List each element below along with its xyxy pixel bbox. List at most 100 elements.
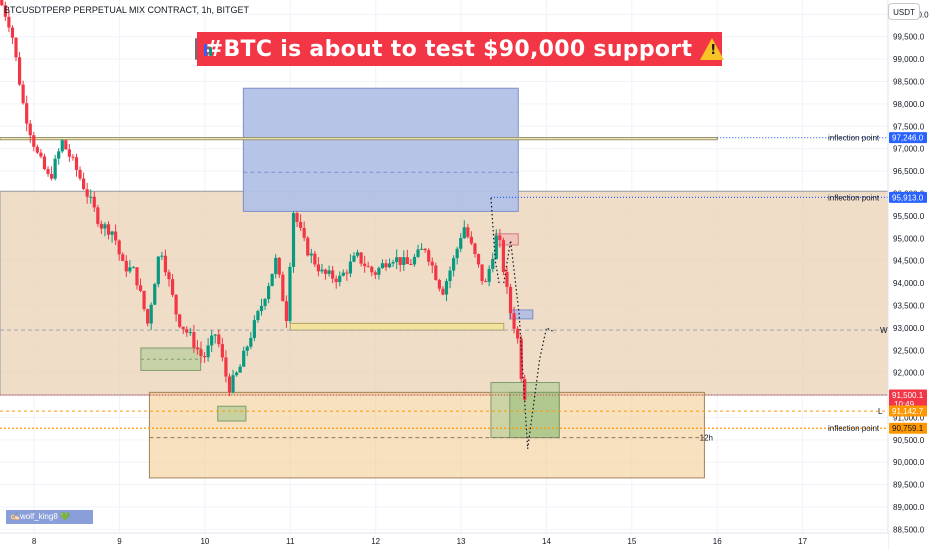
symbol-title: BTCUSDTPERP PERPETUAL MIX CONTRACT, 1h, … bbox=[4, 5, 250, 15]
candle-body bbox=[430, 261, 434, 266]
candle-body bbox=[128, 267, 132, 272]
price-axis[interactable]: 100,000.099,500.099,000.098,500.098,000.… bbox=[887, 0, 932, 550]
candle-body bbox=[249, 337, 253, 347]
candle-body bbox=[491, 258, 495, 269]
candle-body bbox=[85, 189, 89, 197]
candle-body bbox=[455, 248, 459, 259]
candle-body bbox=[142, 290, 146, 310]
candle-body bbox=[245, 346, 249, 351]
candle-body bbox=[7, 16, 11, 28]
price-tick-label: 91,000.0 bbox=[893, 413, 925, 422]
candle-body bbox=[53, 158, 57, 179]
candle-body bbox=[234, 372, 239, 376]
candle-body bbox=[78, 169, 82, 179]
candle-body bbox=[82, 178, 86, 190]
level-lines bbox=[0, 137, 888, 429]
tag-inflection-3: 90,759.1 bbox=[892, 424, 924, 433]
candle-body bbox=[352, 255, 356, 262]
candle-body bbox=[345, 272, 349, 274]
candle-body bbox=[99, 223, 103, 229]
candle-body bbox=[153, 284, 157, 305]
candle-body bbox=[334, 278, 338, 283]
time-axis[interactable]: 8 9 10 11 12 13 14 15 16 17 bbox=[0, 532, 888, 550]
candle-body bbox=[501, 240, 506, 273]
time-tick-label: 15 bbox=[627, 537, 636, 546]
candle-body bbox=[220, 344, 224, 358]
candle-body bbox=[505, 272, 509, 287]
candle-body bbox=[355, 252, 360, 256]
time-tick-label: 16 bbox=[713, 537, 722, 546]
candle-body bbox=[103, 224, 107, 229]
candle-body bbox=[181, 326, 185, 330]
time-tick-label: 14 bbox=[542, 537, 551, 546]
price-tick-label: 93,500.0 bbox=[893, 301, 925, 310]
candle-body bbox=[466, 227, 470, 237]
candle-body bbox=[263, 299, 267, 306]
candle-body bbox=[106, 224, 111, 235]
currency-button[interactable]: USDT bbox=[888, 3, 920, 20]
candle-body bbox=[441, 288, 445, 295]
candle-body bbox=[398, 257, 402, 265]
tag-l-level: 91,142.7 bbox=[892, 407, 924, 416]
candle-body bbox=[156, 256, 160, 285]
candle-body bbox=[484, 281, 488, 283]
candle-body bbox=[267, 285, 271, 300]
tag-current: 91,500.1 bbox=[892, 391, 924, 400]
tag-inflection-2: 95,913.0 bbox=[892, 193, 924, 202]
price-tick-label: 99,000.0 bbox=[893, 55, 925, 64]
candle-body bbox=[160, 255, 164, 257]
candle-body bbox=[359, 252, 363, 264]
price-tick-label: 93,000.0 bbox=[893, 324, 925, 333]
candle-body bbox=[3, 5, 7, 17]
candle-body bbox=[370, 266, 374, 273]
candle-body bbox=[423, 248, 427, 251]
price-tick-label: 92,500.0 bbox=[893, 346, 925, 355]
candle-body bbox=[213, 334, 217, 336]
candle-body bbox=[188, 332, 192, 334]
price-tick-label: 95,500.0 bbox=[893, 212, 925, 221]
candle-body bbox=[284, 301, 288, 322]
candle-body bbox=[473, 243, 477, 255]
candle-body bbox=[49, 173, 54, 179]
inflection-label-1: inflection point bbox=[828, 134, 880, 143]
candle-body bbox=[192, 332, 196, 348]
candle-body bbox=[494, 235, 498, 259]
candle-body bbox=[348, 261, 353, 274]
green-box-mid bbox=[217, 405, 247, 422]
candle-body bbox=[21, 84, 25, 104]
candle-body bbox=[523, 379, 527, 400]
candle-body bbox=[380, 263, 385, 269]
candle-body bbox=[10, 27, 15, 38]
price-tick-label: 95,000.0 bbox=[893, 234, 925, 243]
candle-body bbox=[231, 375, 235, 393]
candle-body bbox=[138, 285, 143, 291]
candle-body bbox=[92, 196, 96, 208]
price-tick-label: 96,500.0 bbox=[893, 167, 925, 176]
inflection-label-2: inflection point bbox=[828, 193, 880, 202]
candle-body bbox=[291, 213, 296, 267]
candle-body bbox=[202, 355, 207, 358]
candle-body bbox=[295, 213, 299, 222]
candle-body bbox=[316, 264, 321, 272]
author-watermark: ✍🏻wolf_king8 💚 bbox=[6, 510, 93, 524]
supply-box bbox=[242, 87, 519, 212]
price-tick-label: 89,500.0 bbox=[893, 481, 925, 490]
candle-body bbox=[448, 270, 452, 282]
candle-body bbox=[135, 267, 139, 286]
price-tick-label: 88,500.0 bbox=[893, 525, 925, 534]
candle-body bbox=[387, 263, 392, 268]
price-tick-label: 94,500.0 bbox=[893, 257, 925, 266]
candle-body bbox=[320, 269, 324, 272]
projection-top-path bbox=[490, 197, 501, 286]
candle-body bbox=[35, 146, 39, 153]
candle-body bbox=[459, 238, 463, 249]
candles bbox=[0, 0, 527, 402]
twelve-h-label: 12h bbox=[700, 434, 713, 443]
time-tick-label: 11 bbox=[286, 537, 295, 546]
support-box bbox=[148, 391, 705, 479]
candle-body bbox=[238, 366, 242, 373]
candle-body bbox=[25, 103, 29, 124]
projection bbox=[490, 197, 556, 449]
